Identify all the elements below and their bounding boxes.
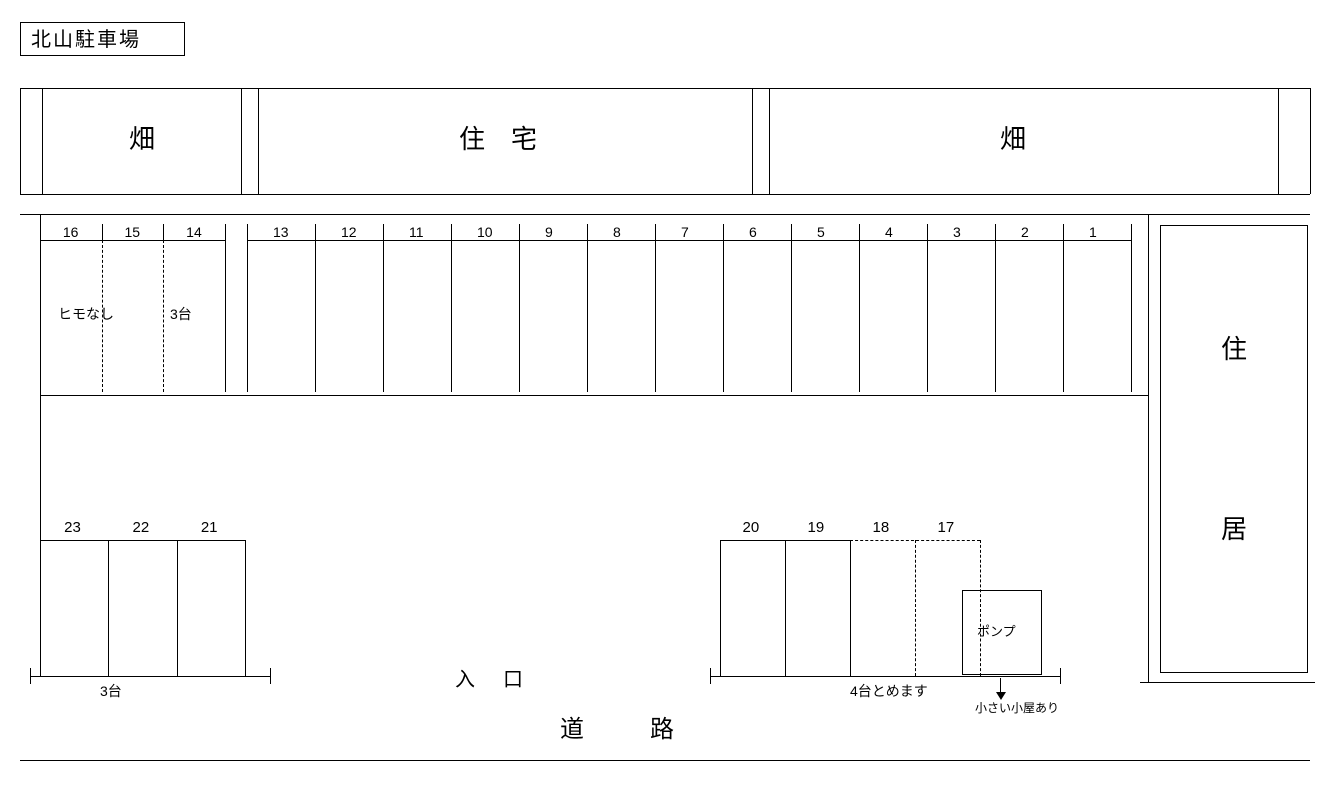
pump-arrow-head bbox=[996, 692, 1006, 700]
bottom-right-tick-l bbox=[710, 668, 711, 684]
plan-border-right-upper bbox=[1310, 88, 1311, 194]
br-divider bbox=[720, 540, 721, 676]
east-block-label-2: 居 bbox=[1221, 516, 1247, 542]
slot-number: 5 bbox=[817, 225, 825, 239]
top-row-divider bbox=[1063, 224, 1064, 392]
bottom-right-note: 4台とめます bbox=[850, 684, 928, 698]
slot-number: 12 bbox=[341, 225, 357, 239]
north-block-center: 住 宅 bbox=[258, 88, 753, 194]
top-row-divider bbox=[859, 224, 860, 392]
bl-row-top-line bbox=[40, 540, 245, 541]
top-row-divider bbox=[315, 224, 316, 392]
slot-number: 19 bbox=[808, 520, 825, 535]
pump-shed: ポンプ bbox=[962, 590, 1042, 675]
bottom-left-note: 3台 bbox=[100, 684, 122, 698]
bl-divider bbox=[108, 540, 109, 676]
slot-number: 4 bbox=[885, 225, 893, 239]
slot-number: 1 bbox=[1089, 225, 1097, 239]
title-text: 北山駐車場 bbox=[31, 30, 141, 50]
plan-border-left-upper bbox=[20, 88, 21, 194]
top-row-divider bbox=[519, 224, 520, 392]
top-row-divider bbox=[247, 224, 248, 392]
slot-number: 17 bbox=[938, 520, 955, 535]
top-row-divider bbox=[587, 224, 588, 392]
east-baseline bbox=[1140, 682, 1315, 683]
top-row-divider bbox=[723, 224, 724, 392]
slot-number: 7 bbox=[681, 225, 689, 239]
bl-divider bbox=[177, 540, 178, 676]
top-extra-header-line bbox=[40, 240, 225, 241]
slot-number: 16 bbox=[63, 225, 79, 239]
bottom-right-tick-r bbox=[1060, 668, 1061, 684]
slot-number: 14 bbox=[186, 225, 202, 239]
slot-number: 15 bbox=[125, 225, 141, 239]
east-block-label-1: 住 bbox=[1221, 336, 1247, 362]
north-block-left: 畑 bbox=[42, 88, 242, 194]
east-divider bbox=[1148, 214, 1149, 682]
slot-number: 20 bbox=[743, 520, 760, 535]
top-row-divider bbox=[655, 224, 656, 392]
north-block-right: 畑 bbox=[769, 88, 1279, 194]
parking-lot-diagram: 北山駐車場 畑 住 宅 畑 住 居 13121110987654321 1615… bbox=[0, 0, 1319, 789]
bottom-right-row: 20191817 bbox=[720, 540, 980, 676]
slot-number: 22 bbox=[133, 520, 150, 535]
slot-number: 8 bbox=[613, 225, 621, 239]
slot-number: 18 bbox=[873, 520, 890, 535]
br-divider bbox=[850, 540, 851, 676]
br-dashed-divider bbox=[915, 540, 916, 676]
top-parking-row: 13 12 11 10 9 8 7 6 5 4 3 2 1 bbox=[247, 224, 1131, 392]
slot-number: 23 bbox=[64, 520, 81, 535]
top-row-divider bbox=[995, 224, 996, 392]
lot-border-top bbox=[20, 214, 1310, 215]
east-block: 住 居 bbox=[1160, 225, 1308, 673]
top-extra-note-left: ヒモなし bbox=[58, 307, 114, 321]
title-box: 北山駐車場 bbox=[20, 22, 185, 56]
slot-number: 9 bbox=[545, 225, 553, 239]
slot-number: 21 bbox=[201, 520, 218, 535]
top-row-divider bbox=[383, 224, 384, 392]
pump-note: 小さい小屋あり bbox=[975, 702, 1059, 714]
bottom-left-tick-r bbox=[270, 668, 271, 684]
top-extra-header-tick bbox=[163, 224, 164, 240]
bottom-left-row: 232221 bbox=[40, 540, 245, 676]
top-extra-dashed-divider bbox=[163, 240, 164, 392]
north-block-center-label: 住 宅 bbox=[459, 126, 537, 152]
bl-divider bbox=[245, 540, 246, 676]
top-row-divider bbox=[791, 224, 792, 392]
top-row-divider bbox=[451, 224, 452, 392]
slot-number: 2 bbox=[1021, 225, 1029, 239]
north-block-left-label: 畑 bbox=[129, 126, 155, 152]
br-divider bbox=[785, 540, 786, 676]
north-block-right-label: 畑 bbox=[1000, 126, 1026, 152]
bottom-right-baseline bbox=[710, 676, 1060, 677]
slot-number: 13 bbox=[273, 225, 289, 239]
road-label: 道 路 bbox=[560, 718, 680, 742]
top-row-divider bbox=[927, 224, 928, 392]
slot-number: 10 bbox=[477, 225, 493, 239]
bottom-left-tick-l bbox=[30, 668, 31, 684]
top-extra-note-right: 3台 bbox=[170, 307, 192, 321]
top-row-divider bbox=[1131, 224, 1132, 392]
slot-number: 6 bbox=[749, 225, 757, 239]
top-extra-header-tick bbox=[102, 224, 103, 240]
top-row-header-line bbox=[247, 240, 1131, 241]
slot-number: 11 bbox=[409, 225, 424, 239]
bl-divider bbox=[40, 540, 41, 676]
pump-shed-label: ポンプ bbox=[977, 625, 1016, 638]
top-extra-right-edge bbox=[225, 224, 226, 392]
top-row-bottom-line bbox=[40, 395, 1148, 396]
north-blocks-bottom-line bbox=[20, 194, 1310, 195]
road-line bbox=[20, 760, 1310, 761]
slot-number: 3 bbox=[953, 225, 961, 239]
entrance-label: 入 口 bbox=[455, 670, 527, 690]
bottom-left-baseline bbox=[30, 676, 270, 677]
